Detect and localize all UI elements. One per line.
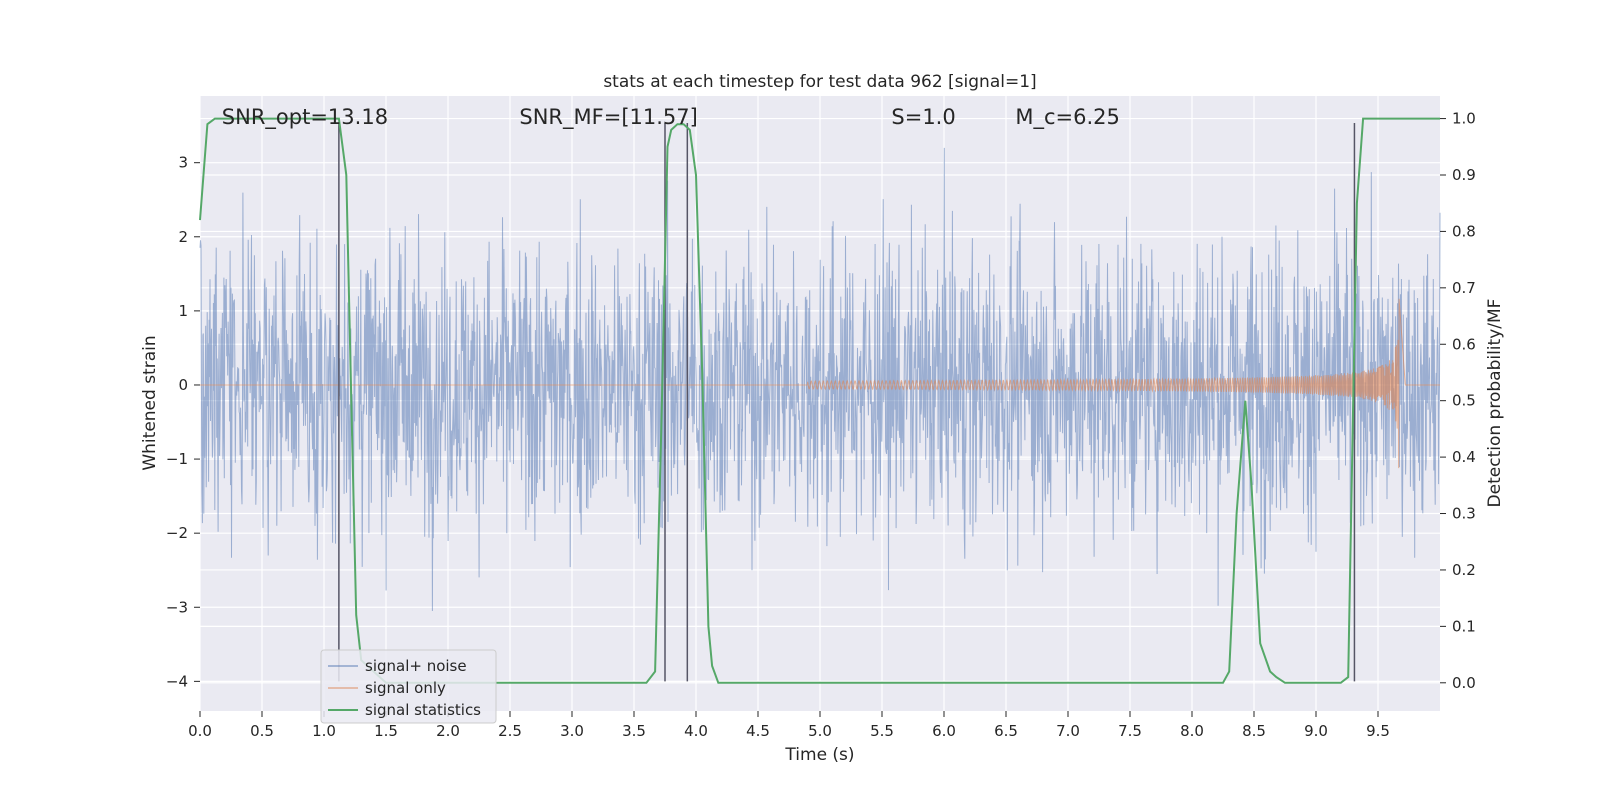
x-tick-label-0: 0.0 — [188, 722, 212, 740]
y2-tick-label-7: 0.7 — [1452, 279, 1476, 297]
x-tick-label-4: 2.0 — [436, 722, 460, 740]
noise-series — [199, 147, 1441, 612]
y2-tick-label-5: 0.5 — [1452, 392, 1476, 410]
y-tick-label-1: −3 — [166, 598, 188, 616]
x-tick-label-6: 3.0 — [560, 722, 584, 740]
y-tick-label-2: −2 — [166, 524, 188, 542]
y-tick-label-6: 2 — [178, 228, 188, 246]
x-tick-label-19: 9.5 — [1366, 722, 1390, 740]
legend-label-1: signal only — [365, 679, 446, 697]
y2-ticks: 0.0 0.1 0.2 0.3 0.4 0.5 0.6 0.7 0.8 0.9 1.0 — [1440, 110, 1476, 692]
legend: signal+ noise signal only signal statistic… — [320, 649, 497, 724]
x-tick-label-2: 1.0 — [312, 722, 336, 740]
y-tick-label-7: 3 — [178, 154, 188, 172]
y-tick-label-3: −1 — [166, 450, 188, 468]
y2-tick-label-1: 0.1 — [1452, 617, 1476, 635]
x-tick-label-17: 8.5 — [1242, 722, 1266, 740]
annotation-2: S=1.0 — [891, 105, 955, 129]
legend-label-2: signal statistics — [365, 701, 481, 719]
y-axis-label: Whitened strain — [140, 335, 160, 470]
y2-tick-label-3: 0.3 — [1452, 505, 1476, 523]
annotations: SNR_opt=13.18 SNR_MF=[11.57] S=1.0 M_c=6.25 — [222, 105, 1120, 130]
stats-series — [199, 117, 1440, 684]
x-tick-label-15: 7.5 — [1118, 722, 1142, 740]
y2-tick-label-0: 0.0 — [1452, 674, 1476, 692]
annotation-0: SNR_opt=13.18 — [222, 105, 388, 130]
x-tick-label-16: 8.0 — [1180, 722, 1204, 740]
x-tick-label-9: 4.5 — [746, 722, 770, 740]
x-tick-label-3: 1.5 — [374, 722, 398, 740]
legend-label-0: signal+ noise — [365, 657, 467, 675]
y2-tick-label-8: 0.8 — [1452, 222, 1476, 240]
x-tick-label-11: 5.5 — [870, 722, 894, 740]
x-tick-label-8: 4.0 — [684, 722, 708, 740]
signal-line — [200, 298, 1440, 469]
noise-line — [199, 147, 1441, 612]
x-tick-label-14: 7.0 — [1056, 722, 1080, 740]
x-tick-label-10: 5.0 — [808, 722, 832, 740]
annotation-3: M_c=6.25 — [1015, 105, 1120, 130]
y2-tick-label-9: 0.9 — [1452, 166, 1476, 184]
annotation-1: SNR_MF=[11.57] — [519, 105, 697, 130]
y2-tick-label-2: 0.2 — [1452, 561, 1476, 579]
y-ticks: −4 −3 −2 −1 0 1 2 3 — [166, 154, 200, 690]
x-tick-label-18: 9.0 — [1304, 722, 1328, 740]
legend-box — [320, 649, 497, 724]
x-tick-label-12: 6.0 — [932, 722, 956, 740]
x-tick-label-7: 3.5 — [622, 722, 646, 740]
y2-tick-label-10: 1.0 — [1452, 110, 1476, 128]
x-tick-label-13: 6.5 — [994, 722, 1018, 740]
chart-title: stats at each timestep for test data 962… — [603, 72, 1036, 92]
x-tick-label-5: 2.5 — [498, 722, 522, 740]
y2-tick-label-6: 0.6 — [1452, 335, 1476, 353]
x-axis-label: Time (s) — [784, 745, 854, 765]
signal-series — [200, 298, 1440, 469]
y2-axis-label: Detection probability/MF — [1485, 299, 1505, 508]
y-tick-label-0: −4 — [166, 672, 188, 690]
x-tick-label-1: 0.5 — [250, 722, 274, 740]
y-tick-label-4: 0 — [178, 376, 188, 394]
x-ticks: 0.0 0.5 1.0 1.5 2.0 2.5 3.0 3.5 4.0 4.5 5.0 5.5 6.0 6… — [188, 711, 1390, 740]
stats-line — [199, 117, 1440, 684]
y2-tick-label-4: 0.4 — [1452, 448, 1476, 466]
y-tick-label-5: 1 — [178, 302, 188, 320]
